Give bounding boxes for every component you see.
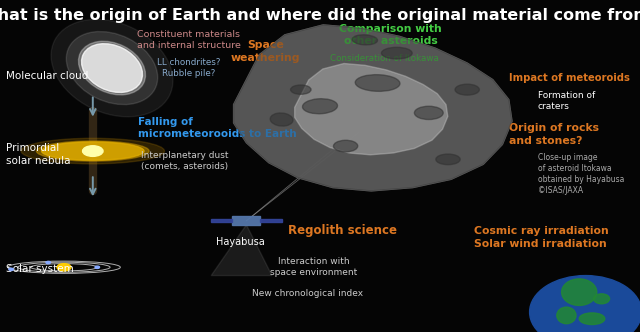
- Ellipse shape: [57, 264, 71, 271]
- Text: Cosmic ray irradiation
Solar wind irradiation: Cosmic ray irradiation Solar wind irradi…: [474, 226, 609, 249]
- Ellipse shape: [270, 113, 293, 126]
- Text: What is the origin of Earth and where did the original material come from?: What is the origin of Earth and where di…: [0, 8, 640, 23]
- Ellipse shape: [83, 146, 103, 156]
- Ellipse shape: [381, 47, 412, 59]
- Ellipse shape: [593, 294, 609, 304]
- Ellipse shape: [81, 44, 143, 92]
- Text: Hayabusa: Hayabusa: [216, 237, 264, 247]
- Text: Close-up image
of asteroid Itokawa
obtained by Hayabusa
©ISAS/JAXA: Close-up image of asteroid Itokawa obtai…: [538, 153, 624, 196]
- Ellipse shape: [291, 85, 311, 94]
- Ellipse shape: [562, 279, 597, 305]
- Ellipse shape: [352, 35, 378, 45]
- Ellipse shape: [530, 276, 640, 332]
- Text: Primordial
solar nebula: Primordial solar nebula: [6, 143, 71, 166]
- Ellipse shape: [303, 99, 337, 114]
- Text: LL chondrites?
Rubble pile?: LL chondrites? Rubble pile?: [157, 58, 221, 78]
- Ellipse shape: [579, 313, 605, 325]
- Ellipse shape: [436, 154, 460, 165]
- Ellipse shape: [9, 268, 13, 271]
- Text: Impact of meteoroids: Impact of meteoroids: [509, 73, 630, 83]
- Polygon shape: [294, 63, 448, 155]
- Text: Consideration of Itokawa: Consideration of Itokawa: [330, 53, 438, 63]
- Text: Comparison with
other asteroids: Comparison with other asteroids: [339, 24, 442, 46]
- Text: Origin of rocks
and stones?: Origin of rocks and stones?: [509, 123, 599, 146]
- Polygon shape: [211, 225, 272, 276]
- Text: Interplanetary dust
(comets, asteroids): Interplanetary dust (comets, asteroids): [141, 151, 228, 171]
- Ellipse shape: [51, 19, 173, 117]
- Text: Regolith science: Regolith science: [288, 224, 397, 237]
- Ellipse shape: [46, 261, 51, 264]
- Text: Falling of
micrometeorooids to Earth: Falling of micrometeorooids to Earth: [138, 117, 296, 139]
- Ellipse shape: [355, 75, 400, 91]
- Ellipse shape: [95, 266, 100, 268]
- Polygon shape: [211, 219, 232, 222]
- Text: New chronological index: New chronological index: [252, 289, 363, 298]
- Ellipse shape: [333, 140, 358, 152]
- Polygon shape: [232, 216, 260, 225]
- Text: Constituent materials
and internal structure: Constituent materials and internal struc…: [137, 30, 241, 50]
- Polygon shape: [260, 219, 282, 222]
- Ellipse shape: [67, 32, 157, 105]
- Text: Formation of
craters: Formation of craters: [538, 91, 595, 111]
- Text: Interaction with
space environment: Interaction with space environment: [270, 257, 357, 277]
- Polygon shape: [234, 25, 512, 191]
- Ellipse shape: [79, 41, 145, 95]
- Text: Solar system: Solar system: [6, 264, 74, 274]
- Ellipse shape: [21, 138, 164, 164]
- Ellipse shape: [36, 141, 149, 161]
- Ellipse shape: [557, 307, 576, 324]
- Ellipse shape: [415, 106, 444, 120]
- Text: Space
weathering: Space weathering: [231, 40, 300, 63]
- Ellipse shape: [455, 84, 479, 95]
- Text: Molecular cloud: Molecular cloud: [6, 71, 89, 81]
- Ellipse shape: [42, 142, 144, 160]
- Polygon shape: [234, 25, 512, 191]
